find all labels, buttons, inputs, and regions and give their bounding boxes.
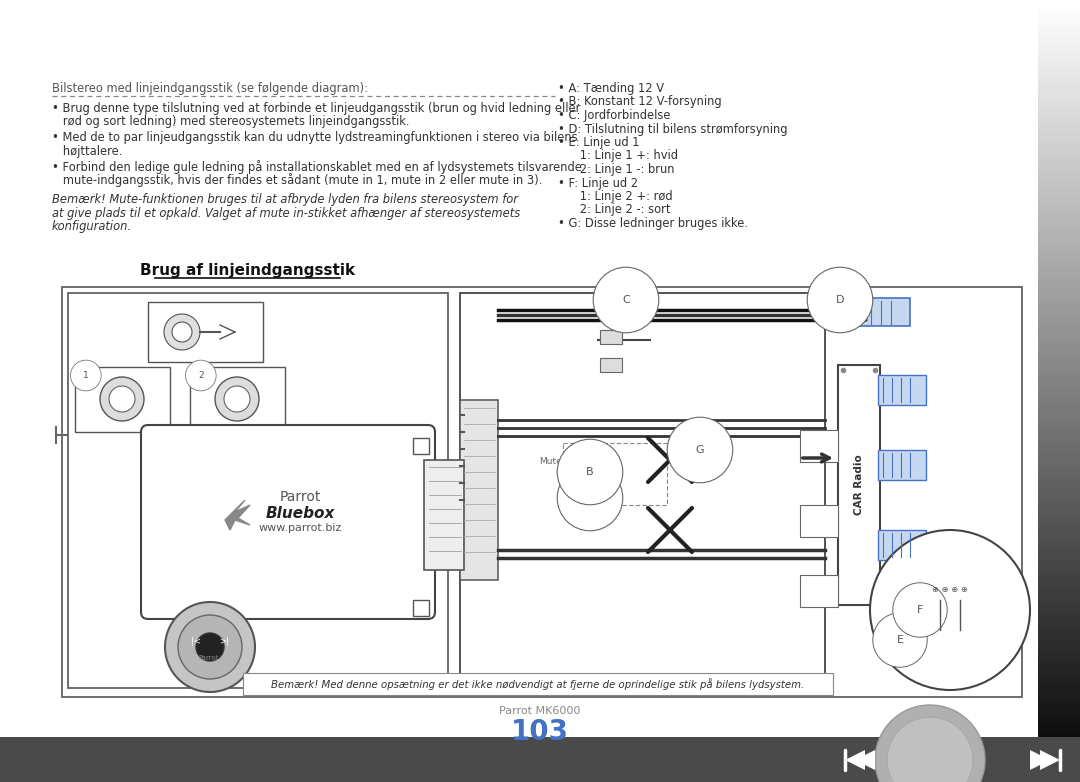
Text: 2: 2 (198, 371, 204, 380)
Text: >|: >| (219, 637, 229, 647)
Bar (424, 460, 464, 570)
Bar (878, 450, 926, 480)
Text: Brug af linjeindgangsstik: Brug af linjeindgangsstik (140, 263, 355, 278)
Bar (838, 365, 880, 605)
Text: • C: Jordforbindelse: • C: Jordforbindelse (558, 109, 671, 122)
Text: B: B (586, 467, 594, 477)
Text: • D: Tilslutning til bilens strømforsyning: • D: Tilslutning til bilens strømforsyni… (558, 123, 787, 135)
Text: rød og sort ledning) med stereosystemets linjeindgangsstik.: rød og sort ledning) med stereosystemets… (52, 116, 409, 128)
Text: www.parrot.biz: www.parrot.biz (258, 523, 341, 533)
Bar (600, 358, 622, 372)
Bar (62, 287, 1022, 697)
Bar (800, 430, 838, 462)
Text: Bilstereo med linjeindgangsstik (se følgende diagram):: Bilstereo med linjeindgangsstik (se følg… (52, 82, 368, 95)
Circle shape (195, 633, 224, 661)
Text: • F: Linje ud 2: • F: Linje ud 2 (558, 177, 638, 189)
Bar (0, 737, 1080, 782)
Text: Bemærk! Med denne opsætning er det ikke nødvendigt at fjerne de oprindelige stik: Bemærk! Med denne opsætning er det ikke … (271, 678, 805, 690)
Text: Mute in 2: Mute in 2 (570, 464, 607, 473)
Polygon shape (1040, 750, 1059, 770)
FancyBboxPatch shape (141, 425, 435, 619)
Text: mute-indgangsstik, hvis der findes et sådant (mute in 1, mute in 2 eller mute in: mute-indgangsstik, hvis der findes et så… (52, 174, 542, 188)
Bar (190, 367, 285, 432)
Circle shape (165, 602, 255, 692)
Bar (855, 298, 910, 326)
Bar (878, 530, 926, 560)
Circle shape (870, 530, 1030, 690)
Bar (800, 505, 838, 537)
Circle shape (109, 386, 135, 412)
Text: Parrot: Parrot (198, 655, 218, 661)
Text: højttalere.: højttalere. (52, 145, 122, 157)
Circle shape (172, 322, 192, 342)
Circle shape (887, 717, 973, 782)
Bar (460, 400, 498, 580)
Circle shape (164, 314, 200, 350)
Text: Mute in 1: Mute in 1 (570, 475, 607, 484)
Circle shape (100, 377, 144, 421)
Bar (68, 293, 448, 688)
Polygon shape (225, 500, 249, 530)
Text: E: E (896, 635, 904, 645)
Polygon shape (845, 750, 865, 770)
Text: 1: Linje 2 +: rød: 1: Linje 2 +: rød (558, 190, 673, 203)
Text: G: G (696, 445, 704, 455)
Text: 2: Linje 1 -: brun: 2: Linje 1 -: brun (558, 163, 675, 176)
Text: |<: |< (191, 637, 201, 647)
Text: • Med de to par linjeudgangsstik kan du udnytte lydstreamingfunktionen i stereo : • Med de to par linjeudgangsstik kan du … (52, 131, 578, 144)
Bar (148, 302, 264, 362)
Circle shape (215, 377, 259, 421)
Text: • Forbind den ledige gule ledning på installationskablet med en af lydsystemets : • Forbind den ledige gule ledning på ins… (52, 160, 582, 174)
Text: • G: Disse ledninger bruges ikke.: • G: Disse ledninger bruges ikke. (558, 217, 748, 230)
Text: Bluebox: Bluebox (266, 506, 335, 521)
Text: Parrot: Parrot (280, 490, 321, 504)
Text: 2: Linje 2 -: sort: 2: Linje 2 -: sort (558, 203, 671, 217)
Text: Mute in 3: Mute in 3 (570, 453, 607, 462)
Bar (878, 375, 926, 405)
Polygon shape (1030, 750, 1050, 770)
Text: F: F (917, 605, 923, 615)
Text: Mute: Mute (539, 457, 562, 465)
Text: ⊕ ⊕ ⊕ ⊕: ⊕ ⊕ ⊕ ⊕ (932, 586, 968, 594)
Text: 1: 1 (83, 371, 89, 380)
Text: A: A (586, 493, 594, 503)
Text: CAR Radio: CAR Radio (854, 454, 864, 515)
Text: • E: Linje ud 1: • E: Linje ud 1 (558, 136, 639, 149)
Text: C: C (622, 295, 630, 305)
Bar (75, 367, 170, 432)
Text: Bemærk! Mute-funktionen bruges til at afbryde lyden fra bilens stereosystem for: Bemærk! Mute-funktionen bruges til at af… (52, 193, 518, 206)
Text: 1: Linje 1 +: hvid: 1: Linje 1 +: hvid (558, 149, 678, 163)
Circle shape (875, 705, 985, 782)
Bar (413, 438, 429, 454)
Text: • Brug denne type tilslutning ved at forbinde et linjeudgangsstik (brun og hvid : • Brug denne type tilslutning ved at for… (52, 102, 580, 115)
Text: D: D (836, 295, 845, 305)
Circle shape (224, 386, 249, 412)
Bar (413, 600, 429, 616)
Text: konfiguration.: konfiguration. (52, 220, 132, 233)
Bar (460, 293, 825, 686)
Bar (243, 673, 833, 695)
Polygon shape (855, 750, 875, 770)
Text: at give plads til et opkald. Valget af mute in-stikket afhænger af stereosysteme: at give plads til et opkald. Valget af m… (52, 206, 521, 220)
Bar (800, 575, 838, 607)
Text: • B: Konstant 12 V-forsyning: • B: Konstant 12 V-forsyning (558, 95, 721, 109)
Text: 103: 103 (511, 718, 569, 746)
Bar (600, 330, 622, 344)
Circle shape (178, 615, 242, 679)
Text: • A: Tænding 12 V: • A: Tænding 12 V (558, 82, 664, 95)
Text: Parrot MK6000: Parrot MK6000 (499, 706, 581, 716)
